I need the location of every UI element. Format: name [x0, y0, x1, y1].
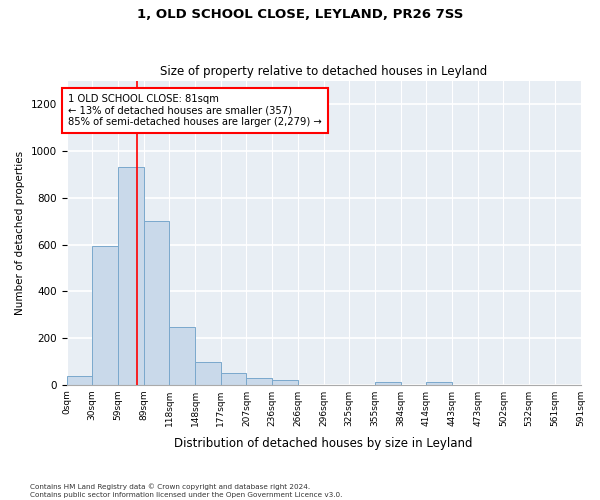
Title: Size of property relative to detached houses in Leyland: Size of property relative to detached ho…: [160, 66, 487, 78]
Bar: [143, 221, 169, 384]
Text: 1, OLD SCHOOL CLOSE, LEYLAND, PR26 7SS: 1, OLD SCHOOL CLOSE, LEYLAND, PR26 7SS: [137, 8, 463, 20]
Bar: [247, 378, 272, 384]
Bar: [118, 168, 143, 384]
Text: Contains HM Land Registry data © Crown copyright and database right 2024.
Contai: Contains HM Land Registry data © Crown c…: [30, 484, 343, 498]
Bar: [195, 362, 221, 384]
Bar: [375, 382, 401, 384]
Bar: [427, 382, 452, 384]
Y-axis label: Number of detached properties: Number of detached properties: [15, 151, 25, 315]
Bar: [92, 246, 118, 384]
X-axis label: Distribution of detached houses by size in Leyland: Distribution of detached houses by size …: [174, 437, 473, 450]
Bar: [221, 372, 247, 384]
Bar: [67, 376, 92, 384]
Bar: [169, 328, 195, 384]
Text: 1 OLD SCHOOL CLOSE: 81sqm
← 13% of detached houses are smaller (357)
85% of semi: 1 OLD SCHOOL CLOSE: 81sqm ← 13% of detac…: [68, 94, 322, 127]
Bar: [272, 380, 298, 384]
